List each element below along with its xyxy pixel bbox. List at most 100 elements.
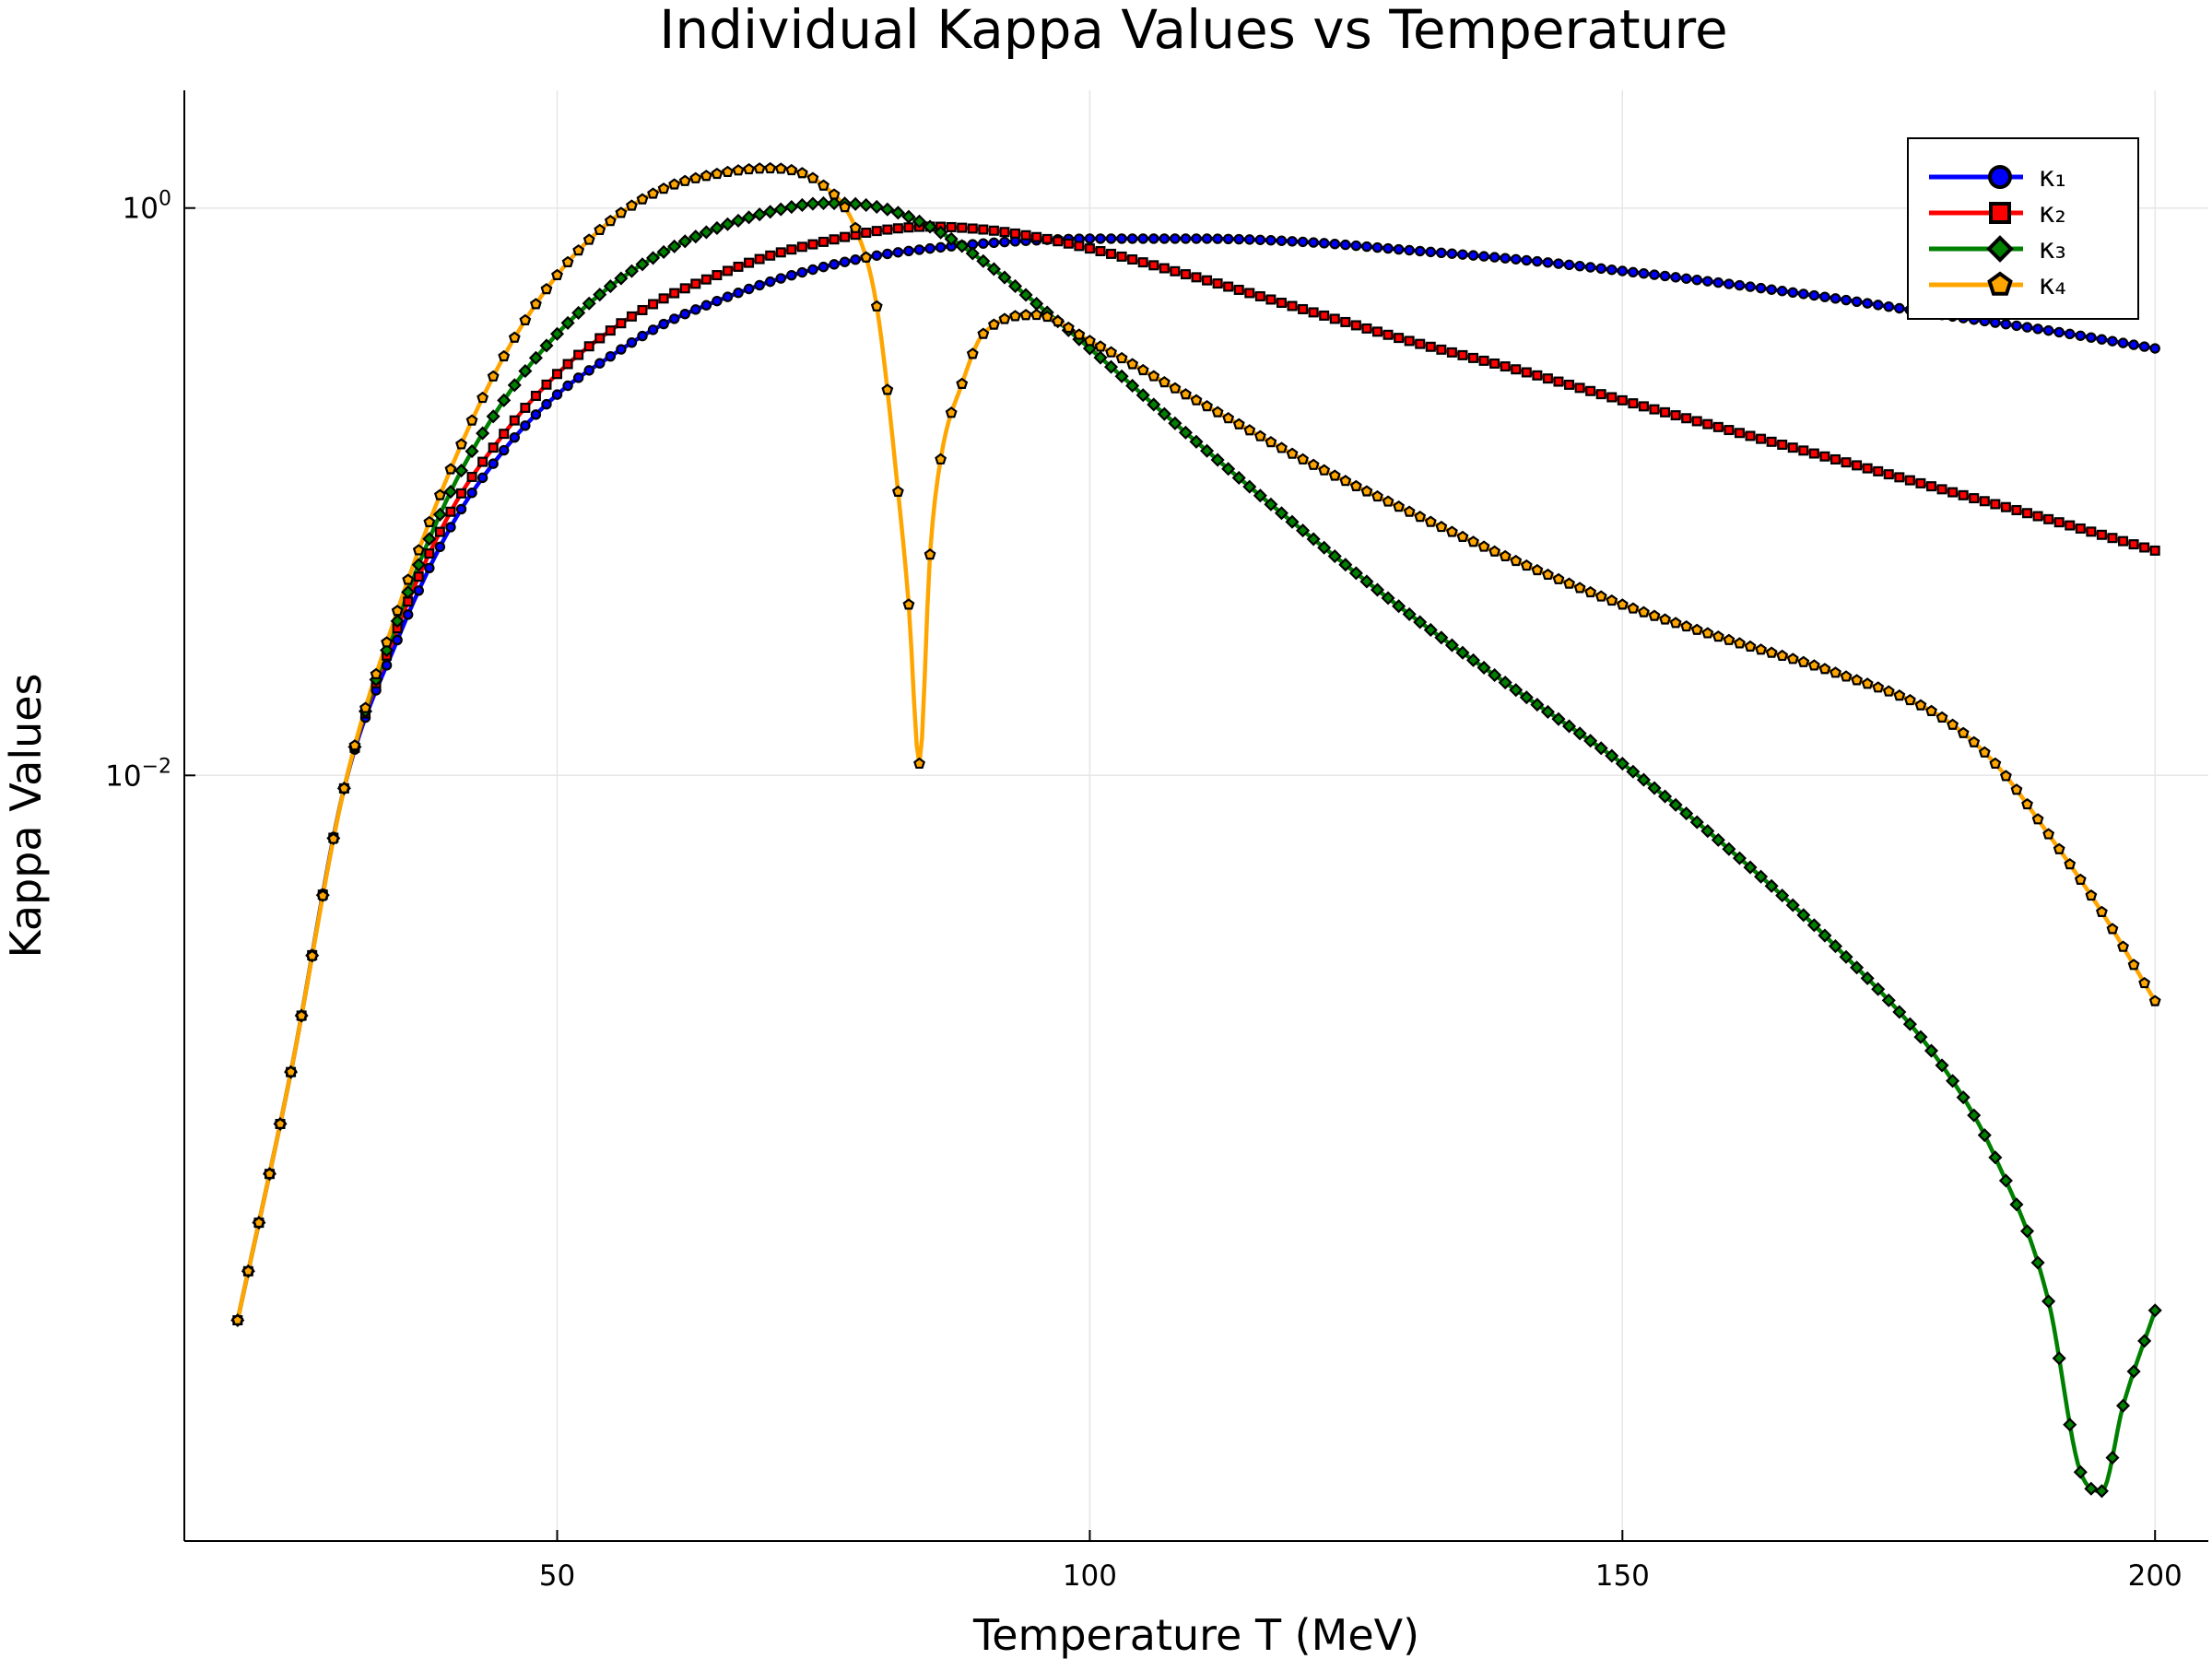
data-point xyxy=(1766,436,1777,447)
data-point xyxy=(2053,842,2065,854)
data-point xyxy=(487,370,500,382)
data-point xyxy=(2053,326,2065,338)
data-point xyxy=(605,350,617,362)
data-point xyxy=(476,426,490,441)
data-point xyxy=(1212,278,1223,289)
data-point xyxy=(1806,918,1821,933)
data-point xyxy=(2032,511,2043,522)
data-point xyxy=(1223,281,1234,292)
data-point xyxy=(1444,638,1459,653)
data-point xyxy=(1456,530,1469,543)
data-point xyxy=(1106,248,1117,259)
data-point xyxy=(424,562,435,573)
data-point xyxy=(1777,439,1788,450)
data-point xyxy=(509,415,520,426)
data-point xyxy=(1861,677,1874,689)
data-point xyxy=(583,341,594,352)
data-point xyxy=(1350,240,1362,252)
data-point xyxy=(999,227,1010,238)
data-point xyxy=(1125,378,1140,394)
data-point xyxy=(2127,959,2140,971)
data-point xyxy=(499,444,510,456)
data-point xyxy=(1231,470,1246,485)
data-point xyxy=(1147,397,1161,412)
data-point xyxy=(1276,441,1288,453)
data-point xyxy=(2065,520,2076,531)
legend-box xyxy=(1907,137,2139,320)
data-point xyxy=(2138,341,2150,352)
data-point xyxy=(443,484,458,500)
data-point xyxy=(499,429,510,440)
data-point xyxy=(881,383,894,395)
data-point xyxy=(689,171,702,183)
data-point xyxy=(1511,253,1522,265)
data-point xyxy=(859,197,874,213)
data-point xyxy=(1830,666,1841,678)
data-point xyxy=(839,201,852,213)
data-point xyxy=(2030,1255,2045,1270)
data-point xyxy=(1116,233,1127,244)
data-point xyxy=(264,1167,276,1180)
data-point xyxy=(2064,858,2077,870)
data-point xyxy=(935,453,947,465)
data-point xyxy=(1583,734,1598,748)
data-point xyxy=(561,255,574,267)
data-point xyxy=(1393,243,1405,255)
data-point xyxy=(1287,236,1298,247)
data-point xyxy=(1509,683,1524,698)
data-point xyxy=(2084,1481,2099,1496)
data-point xyxy=(1308,237,1319,248)
data-point xyxy=(1436,247,1447,258)
data-point xyxy=(1414,510,1427,523)
data-point xyxy=(1764,878,1779,893)
data-point xyxy=(1957,726,1970,738)
data-point xyxy=(1616,598,1629,610)
data-point xyxy=(690,304,701,315)
data-point xyxy=(2086,526,2097,537)
data-point xyxy=(1894,302,1905,314)
data-point xyxy=(807,264,818,276)
data-point xyxy=(1883,300,1894,312)
data-point xyxy=(710,220,724,236)
data-point xyxy=(1318,464,1331,476)
data-point xyxy=(1340,316,1351,327)
data-point xyxy=(1724,278,1735,289)
data-point xyxy=(1711,832,1725,847)
data-point xyxy=(1851,674,1864,686)
data-point xyxy=(1307,458,1320,470)
data-point xyxy=(1103,359,1119,374)
data-point xyxy=(1180,388,1192,400)
data-point xyxy=(624,264,639,278)
data-point xyxy=(1477,660,1491,675)
data-point xyxy=(774,162,787,174)
data-point xyxy=(1319,310,1330,321)
data-point xyxy=(1178,425,1193,440)
data-point xyxy=(1361,241,1372,253)
data-point xyxy=(763,205,778,219)
data-point xyxy=(1521,367,1532,378)
data-point xyxy=(1403,505,1416,517)
data-point xyxy=(455,503,467,515)
data-point xyxy=(1170,265,1181,276)
data-point xyxy=(593,288,607,302)
data-point xyxy=(913,244,925,255)
data-point xyxy=(1287,300,1298,312)
data-point xyxy=(647,324,659,335)
data-point xyxy=(2096,334,2108,345)
data-point xyxy=(1095,245,1106,256)
data-point xyxy=(1892,1005,1907,1019)
data-point xyxy=(648,299,659,310)
data-point xyxy=(1010,228,1021,239)
data-point xyxy=(1370,582,1385,597)
data-point xyxy=(1541,568,1554,581)
data-point xyxy=(1244,288,1255,299)
data-point xyxy=(1019,309,1032,321)
data-point xyxy=(1649,269,1660,280)
data-point xyxy=(1978,746,1991,758)
data-point xyxy=(1852,460,1863,471)
data-point xyxy=(465,444,479,459)
data-point xyxy=(818,261,830,273)
data-point xyxy=(775,273,786,284)
data-point xyxy=(1787,442,1798,453)
data-point xyxy=(1638,606,1650,618)
